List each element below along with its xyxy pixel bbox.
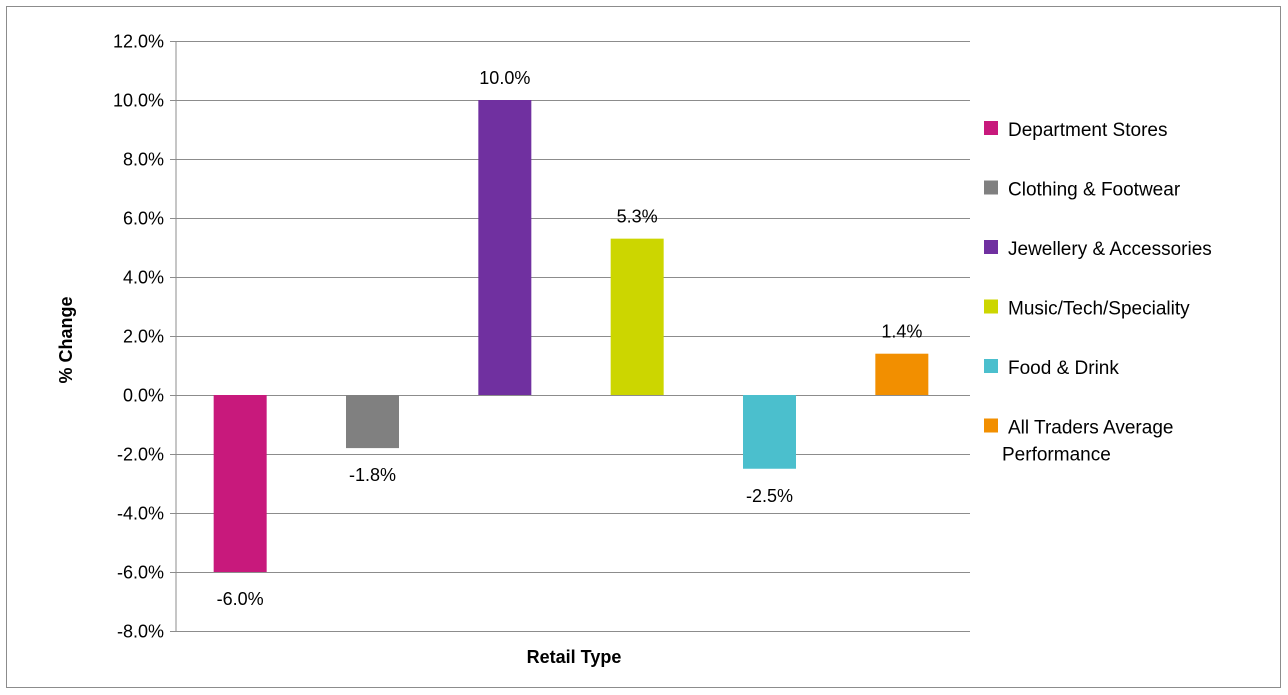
legend-entry: Food & Drink [1008,358,1119,379]
legend: Department Stores Clothing & Footwear Jewe… [984,120,1212,466]
x-axis-title: Retail Type [527,647,622,667]
y-axis-title: % Change [56,296,76,383]
data-label: -2.5% [746,486,793,506]
y-tick-label: 0.0% [123,386,164,406]
legend-swatch [984,299,998,314]
legend-swatch [984,359,998,373]
data-label: 10.0% [479,68,530,88]
gridlines [170,41,970,632]
y-tick-label: 12.0% [113,32,164,52]
legend-swatch [984,418,998,433]
y-tick-label: -2.0% [117,445,164,465]
legend-swatch [984,240,998,254]
y-tick-label: 2.0% [123,327,164,347]
data-label: -1.8% [349,465,396,485]
y-tick-label: 6.0% [123,209,164,229]
y-tick-label: -8.0% [117,622,164,642]
bar [346,395,399,449]
bar [610,238,664,395]
legend-entry: Jewellery & Accessories [1008,239,1212,260]
y-axis-ticks: -8.0% -6.0% -4.0% -2.0% 0.0% 2.0% 4.0% 6.0% 8.0%… [113,32,164,642]
legend-entry: Department Stores [1008,120,1167,141]
y-tick-label: 4.0% [123,268,164,288]
bar [743,395,796,469]
legend-entry: Clothing & Footwear [1008,180,1181,201]
bar [213,395,267,572]
legend-swatch [984,180,998,195]
bar [875,353,929,395]
data-label: 5.3% [617,207,658,227]
y-tick-label: 10.0% [113,91,164,111]
bar [478,100,532,395]
y-tick-label: -6.0% [117,563,164,583]
data-labels: -6.0% -1.8% 10.0% 5.3% -2.5% 1.4% [217,68,923,609]
y-tick-label: -4.0% [117,504,164,524]
bars [213,100,929,572]
legend-swatch [984,121,998,135]
y-tick-label: 8.0% [123,150,164,170]
legend-entry: Music/Tech/Speciality [1008,299,1190,320]
legend-entry: All Traders Average Performance [1002,418,1173,466]
data-label: 1.4% [881,322,922,342]
data-label: -6.0% [217,589,264,609]
